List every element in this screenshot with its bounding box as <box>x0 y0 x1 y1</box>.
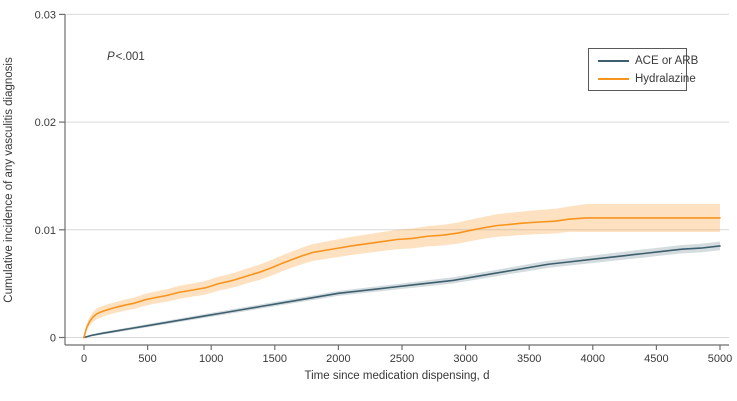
x-tick-label-500: 500 <box>138 353 156 365</box>
x-tick-label-3000: 3000 <box>453 353 477 365</box>
legend-label-ace-or-arb: ACE or ARB <box>635 54 699 67</box>
x-tick-label-4000: 4000 <box>581 353 605 365</box>
x-tick-label-4500: 4500 <box>644 353 668 365</box>
hydralazine-curve <box>83 217 721 339</box>
y-tick-label-0.01: 0.01 <box>35 225 56 237</box>
x-tick-label-0: 0 <box>81 353 87 365</box>
x-tick-label-2500: 2500 <box>390 353 414 365</box>
legend-swatch-hydralazine-line <box>598 77 629 80</box>
legend-swatch-ace-or-arb-line <box>598 59 629 62</box>
legend-item-ace-or-arb: ACE or ARB <box>598 54 698 68</box>
ace-or-arb-curve <box>83 245 721 339</box>
y-tick-label-0: 0 <box>50 333 56 345</box>
x-tick-label-3500: 3500 <box>517 353 541 365</box>
legend: ACE or ARB Hydralazine <box>588 48 698 91</box>
x-axis-title: Time since medication dispensing, d <box>304 370 490 382</box>
hydralazine-confidence-band <box>84 203 720 338</box>
y-tick-label-0.03: 0.03 <box>35 9 56 21</box>
y-axis-title: Cumulative incidence of any vasculitis d… <box>3 57 15 303</box>
x-tick-label-1500: 1500 <box>263 353 287 365</box>
legend-label-hydralazine: Hydralazine <box>635 72 696 85</box>
p-value-annotation: P<.001 <box>107 51 145 63</box>
x-tick-label-1000: 1000 <box>199 353 223 365</box>
y-tick-label-0.02: 0.02 <box>35 117 56 129</box>
ace-or-arb-confidence-band <box>84 241 720 338</box>
p-symbol: P <box>107 51 115 63</box>
p-value-text: <.001 <box>115 51 145 63</box>
legend-item-hydralazine: Hydralazine <box>598 72 696 86</box>
x-tick-label-5000: 5000 <box>708 353 732 365</box>
x-tick-label-2000: 2000 <box>326 353 350 365</box>
